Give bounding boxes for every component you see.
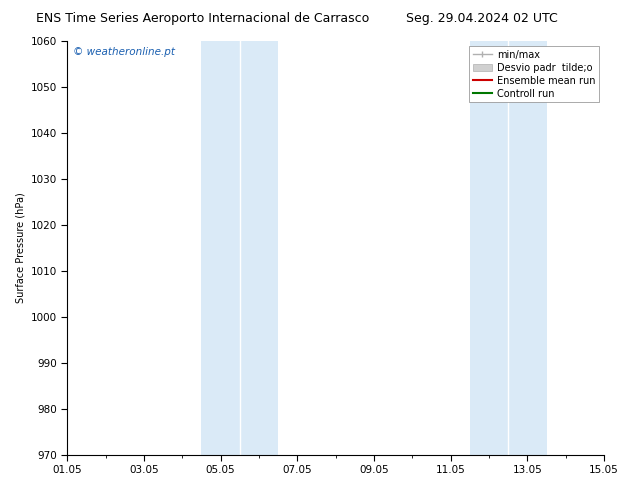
- Text: Seg. 29.04.2024 02 UTC: Seg. 29.04.2024 02 UTC: [406, 12, 558, 25]
- Text: ENS Time Series Aeroporto Internacional de Carrasco: ENS Time Series Aeroporto Internacional …: [36, 12, 370, 25]
- Bar: [240, 41, 278, 455]
- Legend: min/max, Desvio padr  tilde;o, Ensemble mean run, Controll run: min/max, Desvio padr tilde;o, Ensemble m…: [469, 46, 599, 102]
- Bar: [470, 41, 508, 455]
- Text: © weatheronline.pt: © weatheronline.pt: [72, 47, 174, 57]
- Bar: [202, 41, 240, 455]
- Bar: [508, 41, 547, 455]
- Y-axis label: Surface Pressure (hPa): Surface Pressure (hPa): [15, 193, 25, 303]
